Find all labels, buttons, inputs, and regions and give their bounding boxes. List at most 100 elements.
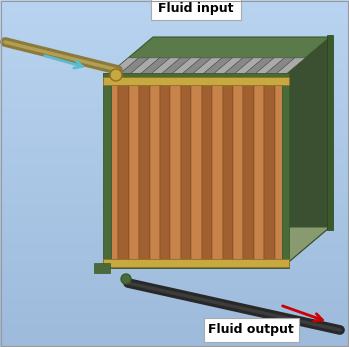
Bar (0, 51, 349, 57)
Bar (0, 134, 349, 139)
Bar (181, 75, 191, 265)
Polygon shape (108, 58, 139, 75)
Polygon shape (94, 263, 110, 273)
Bar (0, 16, 349, 22)
Bar (0, 264, 349, 269)
Circle shape (110, 69, 122, 81)
Polygon shape (150, 58, 180, 75)
Polygon shape (170, 58, 201, 75)
Polygon shape (103, 259, 289, 267)
Polygon shape (285, 37, 330, 265)
Bar (254, 75, 264, 265)
Bar (0, 212, 349, 217)
Bar (0, 207, 349, 212)
Bar (0, 329, 349, 334)
Bar (0, 290, 349, 295)
Polygon shape (243, 58, 274, 75)
Bar (0, 99, 349, 104)
Bar (170, 75, 181, 265)
Bar (0, 324, 349, 330)
Bar (0, 108, 349, 113)
Bar (0, 86, 349, 91)
Polygon shape (202, 58, 232, 75)
Bar (160, 75, 170, 265)
Bar (118, 75, 129, 265)
Bar (0, 160, 349, 165)
Polygon shape (223, 58, 253, 75)
Polygon shape (254, 58, 284, 75)
Bar (0, 38, 349, 43)
Bar (0, 333, 349, 338)
Bar (0, 225, 349, 230)
Polygon shape (139, 58, 170, 75)
Bar (264, 75, 275, 265)
Bar (0, 64, 349, 69)
Bar (223, 75, 233, 265)
Bar (0, 177, 349, 182)
Bar (0, 281, 349, 286)
Polygon shape (181, 58, 211, 75)
Bar (0, 94, 349, 100)
Polygon shape (212, 58, 243, 75)
Bar (0, 112, 349, 117)
Bar (0, 47, 349, 52)
Bar (0, 259, 349, 265)
Text: Fluid input: Fluid input (158, 1, 234, 15)
Bar (0, 233, 349, 239)
Bar (0, 73, 349, 78)
Polygon shape (160, 58, 191, 75)
Bar (0, 316, 349, 321)
Bar (0, 138, 349, 143)
Bar (0, 8, 349, 13)
Bar (0, 42, 349, 48)
Bar (0, 198, 349, 204)
Polygon shape (108, 37, 330, 75)
Bar (0, 25, 349, 31)
Bar (129, 75, 139, 265)
Bar (0, 146, 349, 152)
Polygon shape (108, 227, 330, 265)
Bar (0, 194, 349, 200)
Polygon shape (103, 77, 289, 85)
Bar (0, 29, 349, 35)
Polygon shape (264, 58, 295, 75)
Bar (108, 75, 118, 265)
Bar (0, 151, 349, 156)
Bar (0, 186, 349, 191)
Bar (0, 21, 349, 26)
Polygon shape (129, 58, 159, 75)
Bar (0, 242, 349, 247)
Bar (0, 294, 349, 299)
Bar (0, 125, 349, 130)
Bar (0, 164, 349, 169)
Bar (202, 75, 212, 265)
Bar (0, 77, 349, 83)
Bar (243, 75, 254, 265)
Bar (0, 298, 349, 304)
Bar (0, 220, 349, 226)
Bar (212, 75, 223, 265)
Bar (150, 75, 160, 265)
Bar (0, 268, 349, 273)
Bar (0, 320, 349, 325)
Bar (0, 12, 349, 17)
Bar (0, 251, 349, 256)
Bar (0, 246, 349, 252)
Bar (0, 229, 349, 234)
FancyBboxPatch shape (151, 0, 241, 20)
Bar (0, 120, 349, 126)
Bar (0, 337, 349, 343)
Bar (0, 203, 349, 208)
Bar (0, 190, 349, 195)
Bar (0, 216, 349, 221)
Bar (0, 0, 349, 5)
Bar (0, 272, 349, 278)
FancyBboxPatch shape (204, 318, 299, 342)
Polygon shape (282, 73, 289, 267)
Bar (0, 103, 349, 109)
Polygon shape (118, 58, 149, 75)
Bar (0, 60, 349, 65)
Bar (233, 75, 243, 265)
Bar (191, 75, 202, 265)
Bar (0, 172, 349, 178)
